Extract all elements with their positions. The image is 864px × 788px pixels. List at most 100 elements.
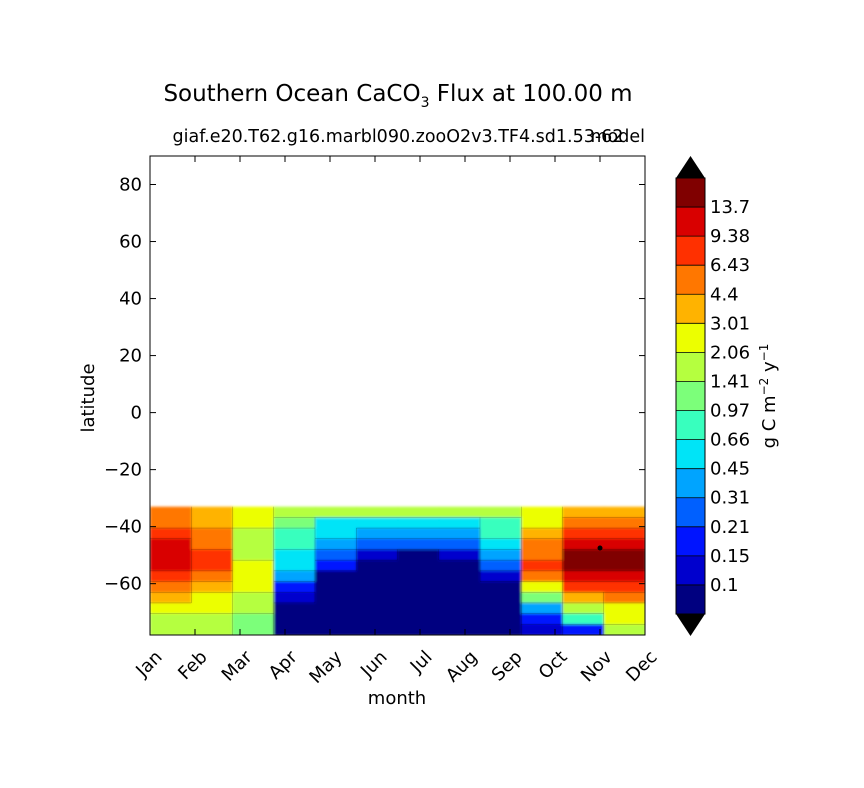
contour-cell (397, 602, 440, 615)
contour-cell (356, 624, 399, 635)
contour-cell (315, 506, 358, 519)
contour-cell (562, 613, 605, 626)
contour-cell (603, 592, 645, 604)
contour-cell (273, 570, 316, 583)
colorbar-segment (676, 381, 705, 412)
contour-cell (480, 570, 523, 583)
x-tick-label: Mar (218, 646, 257, 685)
contour-cell (150, 528, 193, 540)
max-marker (597, 545, 603, 551)
contour-cell (356, 517, 399, 529)
colorbar-tick-label: 1.41 (710, 371, 750, 392)
contour-cell (191, 506, 234, 519)
contour-cell (480, 624, 523, 635)
contour-cell (438, 613, 481, 626)
contour-cell (521, 613, 564, 626)
colorbar-tick-label: 0.21 (710, 517, 750, 538)
colorbar-segment (676, 526, 705, 557)
contour-cell (438, 592, 481, 604)
contour-cell (480, 560, 523, 572)
contour-cell (273, 592, 316, 604)
contour-cell (191, 592, 234, 604)
contour-cell (356, 581, 399, 594)
contour-cell (191, 549, 234, 561)
contour-cell (150, 506, 193, 519)
contour-cell (232, 528, 275, 540)
contour-cell (521, 538, 564, 551)
y-tick-label: −40 (104, 517, 142, 538)
contour-cell (315, 592, 358, 604)
contour-cell (315, 570, 358, 583)
x-tick-label: Jun (356, 647, 391, 682)
colorbar-segment (676, 497, 705, 528)
colorbar-segment (676, 555, 705, 586)
contour-cell (273, 624, 316, 635)
contour-cell (603, 528, 645, 540)
contour-cell (603, 602, 645, 615)
colorbar-tick-label: 4.4 (710, 284, 739, 305)
x-axis-label: month (368, 688, 426, 709)
x-tick-label: Oct (535, 647, 572, 684)
contour-cell (521, 506, 564, 519)
contour-cell (480, 592, 523, 604)
x-tick-label: Dec (622, 647, 661, 686)
contour-cell (191, 570, 234, 583)
contour-cell (356, 570, 399, 583)
contour-cell (397, 570, 440, 583)
contour-cell (150, 624, 193, 635)
contour-cell (562, 517, 605, 529)
contour-cell (438, 624, 481, 635)
chart-subtitle: giaf.e20.T62.g16.marbl090.zooO2v3.TF4.sd… (173, 127, 624, 147)
colorbar-segment (676, 584, 705, 615)
contour-cell (356, 506, 399, 519)
contour-cell (232, 581, 275, 594)
contour-cell (232, 506, 275, 519)
contour-cell (603, 538, 645, 551)
y-tick-label: 0 (131, 403, 142, 424)
contour-cell (150, 570, 193, 583)
contour-cell (438, 570, 481, 583)
contour-cell (150, 602, 193, 615)
contour-cell (562, 581, 605, 594)
contour-cell (150, 592, 193, 604)
contour-cell (480, 506, 523, 519)
contour-cell (232, 560, 275, 572)
colorbar-tick-label: 3.01 (710, 313, 750, 334)
contour-cell (315, 560, 358, 572)
contour-cell (191, 517, 234, 529)
contour-cell (397, 528, 440, 540)
contour-cell (315, 624, 358, 635)
contour-cell (150, 549, 193, 561)
contour-cell (521, 517, 564, 529)
contour-cell (603, 570, 645, 583)
contour-cell (315, 549, 358, 561)
contour-cell (150, 613, 193, 626)
colorbar-frame (675, 177, 706, 615)
y-axis: 80 60 40 20 0 −20 −40 −60 (104, 175, 645, 595)
colorbar-tick-label: 0.97 (710, 401, 750, 422)
x-tick-label: Jan (131, 647, 166, 682)
contour-cell (562, 592, 605, 604)
contour-cell (356, 528, 399, 540)
contour-cell (191, 538, 234, 551)
contour-cell (397, 506, 440, 519)
contour-cell (150, 517, 193, 529)
contour-cell (480, 549, 523, 561)
contour-cell (562, 570, 605, 583)
contour-cell (356, 613, 399, 626)
contour-cell (273, 549, 316, 561)
contour-cell (521, 592, 564, 604)
contour-cell (397, 581, 440, 594)
contour-cell (273, 517, 316, 529)
contour-cell (480, 528, 523, 540)
contour-cell (521, 528, 564, 540)
contour-cell (232, 570, 275, 583)
x-tick-label: Nov (577, 646, 617, 686)
contour-cell (438, 538, 481, 551)
x-tick-label: Aug (442, 647, 482, 687)
colorbar-segment (676, 468, 705, 499)
contour-cell (232, 549, 275, 561)
contour-cell (232, 538, 275, 551)
contour-cell (603, 624, 645, 635)
contour-cell (397, 517, 440, 529)
